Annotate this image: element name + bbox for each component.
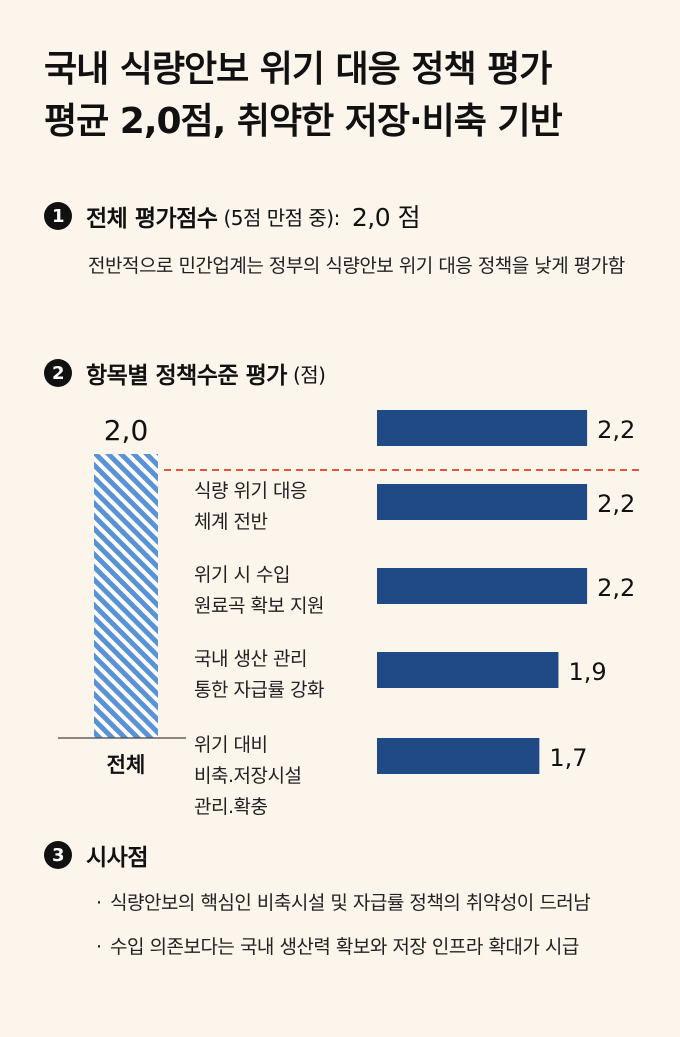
bar-category-label: 체계 전반: [194, 511, 267, 533]
implications-list: 식량안보의 핵심인 비축시설 및 자급률 정책의 취약성이 드러남 수입 의존보…: [96, 888, 671, 976]
section-1-number-badge: 1: [44, 202, 72, 230]
implication-item: 수입 의존보다는 국내 생산력 확보와 저장 인프라 확대가 시급: [96, 932, 671, 962]
bar-value-label: 2,2: [597, 490, 635, 518]
bar-category-label: 위기 시 수입: [194, 564, 290, 586]
section-3-title: 시사점: [86, 845, 148, 871]
overall-bar: [94, 454, 158, 738]
bar-value-label: 1,9: [568, 658, 606, 686]
bar-value-label: 2,2: [597, 416, 635, 444]
section-3-heading: 3 시사점: [44, 838, 148, 872]
bar-category-label: 식량 위기 대응: [194, 480, 307, 502]
section-3-number-badge: 3: [44, 841, 72, 869]
section-1-description: 전반적으로 민간업계는 정부의 식량안보 위기 대응 정책을 낮게 평가함: [88, 255, 625, 277]
horizontal-bar: [377, 652, 559, 688]
section-1-heading: 1 전체 평가점수 (5점 만점 중): 2,0 점: [44, 198, 421, 234]
overall-value-label: 2,0: [104, 414, 149, 447]
section-2-number-badge: 2: [44, 359, 72, 387]
section-2-heading: 2 항목별 정책수준 평가 (점): [44, 356, 326, 390]
bar-category-label: 국내 생산 관리: [194, 648, 307, 670]
bar-value-label: 2,2: [597, 574, 635, 602]
bar-value-label: 1,7: [549, 744, 587, 772]
horizontal-bar: [377, 738, 540, 774]
page-title: 국내 식량안보 위기 대응 정책 평가 평균 2,0점, 취약한 저장·비축 기…: [44, 44, 664, 148]
title-line-2: 평균 2,0점, 취약한 저장·비축 기반: [44, 101, 563, 142]
bar-category-label: 통한 자급률 강화: [194, 679, 324, 701]
horizontal-bar: [377, 410, 588, 446]
horizontal-bar: [377, 484, 588, 520]
bar-category-label: 위기 대비: [194, 734, 267, 756]
overall-score: 2,0 점: [351, 203, 421, 232]
section-2-title: 항목별 정책수준 평가: [86, 363, 287, 389]
bar-category-label: 관리.확충: [194, 796, 267, 818]
horizontal-bar: [377, 568, 588, 604]
implication-item: 식량안보의 핵심인 비축시설 및 자급률 정책의 취약성이 드러남: [96, 888, 671, 918]
bar-category-label: 비축.저장시설: [194, 765, 301, 787]
overall-category-label: 전체: [107, 753, 146, 777]
section-1-title: 전체 평가점수: [86, 206, 218, 232]
section-1-subtitle: (5점 만점 중):: [223, 205, 340, 230]
section-2-unit: (점): [292, 362, 326, 387]
title-line-1: 국내 식량안보 위기 대응 정책 평가: [44, 49, 552, 90]
bar-category-label: 원료곡 확보 지원: [194, 595, 324, 617]
